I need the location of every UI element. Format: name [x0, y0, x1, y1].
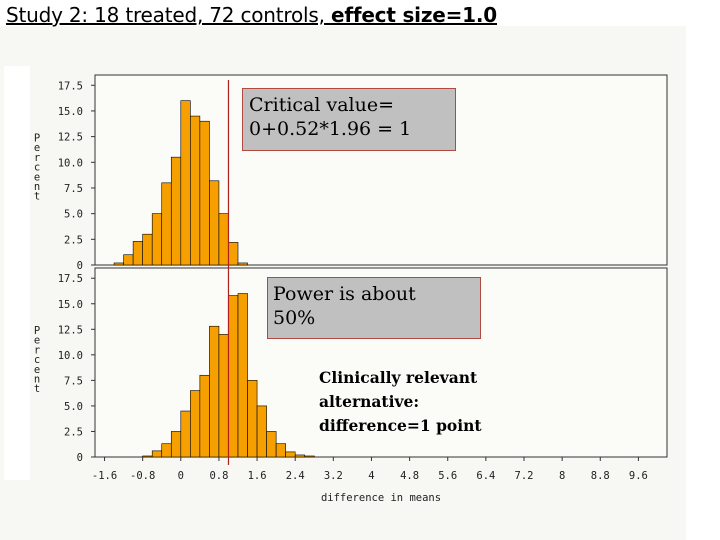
bottom-ylabel-letter: n — [34, 374, 40, 386]
top-y-tick-label: 17.5 — [58, 80, 83, 92]
bottom-bar — [285, 451, 296, 458]
bottom-x-tick-label: 2.4 — [286, 470, 305, 482]
bottom-bar — [199, 374, 210, 458]
bottom-x-tick-label: -1.6 — [92, 470, 117, 482]
clinical-note-line2: alternative: — [319, 392, 420, 411]
top-y-tick-label: 5.0 — [64, 209, 83, 221]
bottom-x-tick-label: 4 — [368, 470, 374, 482]
bottom-y-tick-label: 10.0 — [58, 350, 83, 362]
bottom-x-tick-label: 1.6 — [248, 470, 267, 482]
bottom-bar — [266, 431, 277, 458]
bottom-x-tick-label: 9.6 — [629, 470, 648, 482]
bottom-bar — [180, 410, 191, 458]
top-bar — [228, 242, 239, 266]
top-bar — [113, 262, 124, 266]
bottom-bar — [142, 455, 153, 458]
top-ylabel-letter: e — [34, 142, 40, 154]
top-y-tick-label: 15.0 — [58, 106, 83, 118]
bottom-y-tick-label: 0 — [77, 452, 83, 464]
bottom-x-tick-label: 7.2 — [515, 470, 534, 482]
bottom-y-tick-label: 7.5 — [64, 375, 83, 387]
slide-title: Study 2: 18 treated, 72 controls, effect… — [6, 3, 497, 27]
top-y-tick-label: 12.5 — [58, 132, 83, 144]
bottom-bar — [190, 390, 201, 458]
top-ylabel-letter: e — [34, 171, 40, 183]
bottom-xlabel: difference in means — [321, 492, 441, 504]
bottom-y-tick-label: 12.5 — [58, 324, 83, 336]
bottom-ylabel-letter: c — [34, 354, 40, 366]
top-bar — [209, 180, 220, 266]
top-bar — [190, 115, 201, 266]
bottom-y-tick-label: 17.5 — [58, 273, 83, 285]
bottom-y-tick-label: 2.5 — [64, 426, 83, 438]
bottom-bar — [228, 295, 239, 458]
bottom-bar — [151, 450, 163, 458]
top-bar — [142, 233, 153, 266]
top-bar — [218, 213, 229, 266]
top-ylabel-letter: n — [34, 181, 40, 193]
bottom-ylabel-letter: e — [34, 364, 40, 376]
top-ylabel-letter: P — [34, 133, 40, 145]
bottom-x-tick-label: 8.8 — [591, 470, 610, 482]
bottom-bar — [161, 443, 172, 458]
power-callout: Power is about 50% — [267, 277, 481, 339]
bottom-x-tick-label: 8 — [559, 470, 565, 482]
top-y-tick-label: 2.5 — [64, 234, 83, 246]
left-margin-strip — [4, 66, 30, 480]
bottom-ylabel-letter: t — [34, 383, 40, 395]
top-ylabel-letter: t — [34, 191, 40, 203]
top-ylabel-letter: c — [34, 162, 40, 174]
clinical-note-line3: difference=1 point — [319, 416, 482, 435]
slide-title-bold: effect size=1.0 — [330, 3, 498, 27]
bottom-y-tick-label: 5.0 — [64, 401, 83, 413]
top-bar — [199, 120, 210, 266]
bottom-bar — [247, 380, 258, 458]
bottom-x-tick-label: 4.8 — [400, 470, 419, 482]
top-bar — [161, 182, 172, 266]
clinical-note: Clinically relevant alternative: differe… — [319, 366, 482, 438]
bottom-ylabel-letter: e — [34, 335, 40, 347]
bottom-bar — [209, 325, 220, 458]
bottom-bar — [304, 455, 315, 458]
top-y-tick-label: 0 — [77, 260, 83, 272]
top-bar — [170, 156, 182, 266]
bottom-ylabel-letter: P — [34, 325, 40, 337]
bottom-bar — [294, 454, 306, 458]
slide-title-plain: Study 2: 18 treated, 72 controls, — [6, 3, 331, 27]
bottom-x-tick-label: 0.8 — [209, 470, 228, 482]
bottom-x-tick-label: 3.2 — [324, 470, 343, 482]
critical-value-callout: Critical value= 0+0.52*1.96 = 1 — [242, 88, 456, 151]
bottom-bar — [237, 293, 248, 458]
bottom-bar — [275, 443, 286, 458]
bottom-x-tick-label: 5.6 — [438, 470, 457, 482]
top-bar — [237, 262, 248, 266]
top-bar — [180, 100, 191, 266]
critical-value-line1: Critical value= — [249, 94, 395, 116]
bottom-y-tick-label: 15.0 — [58, 299, 83, 311]
bottom-x-tick-label: -0.8 — [130, 470, 155, 482]
top-y-tick-label: 10.0 — [58, 157, 83, 169]
bottom-ylabel-letter: r — [34, 344, 40, 356]
bottom-bar — [256, 405, 267, 458]
critical-value-line2: 0+0.52*1.96 = 1 — [249, 118, 412, 140]
bottom-x-tick-label: 6.4 — [476, 470, 495, 482]
top-ylabel-letter: r — [34, 152, 40, 164]
power-line1: Power is about — [273, 283, 416, 305]
top-bar — [151, 213, 163, 266]
clinical-note-line1: Clinically relevant — [319, 368, 478, 387]
bottom-bar — [170, 431, 182, 458]
bottom-bar — [218, 334, 229, 458]
top-y-tick-label: 7.5 — [64, 183, 83, 195]
power-line2: 50% — [273, 307, 316, 329]
bottom-x-tick-label: 0 — [178, 470, 184, 482]
top-bar — [123, 254, 134, 266]
top-bar — [132, 241, 143, 266]
